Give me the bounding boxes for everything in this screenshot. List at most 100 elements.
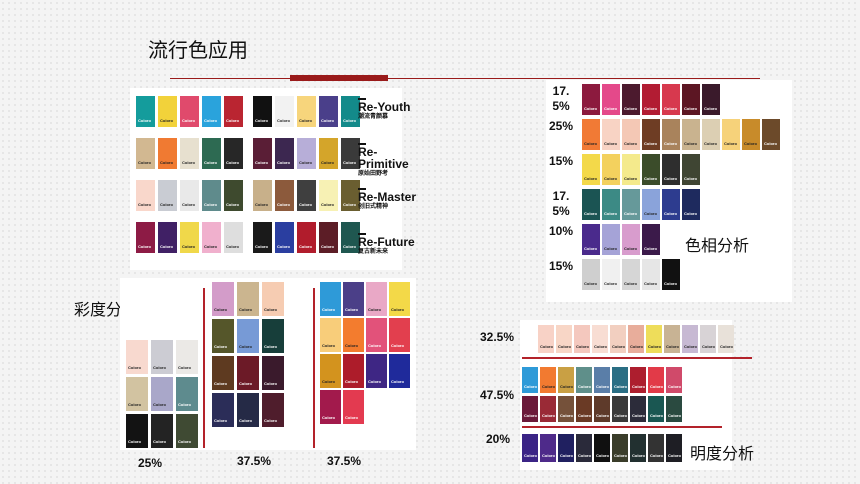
chip-brand-label: Coloro [391,307,404,312]
trend-color-chip: Coloro [224,96,243,127]
chip-brand-label: Coloro [182,160,195,165]
chip-brand-label: Coloro [624,106,637,111]
hue-color-chip: Coloro [582,84,600,115]
chip-brand-label: Coloro [128,402,141,407]
chip-brand-label: Coloro [704,141,717,146]
chip-brand-label: Coloro [612,344,625,349]
value-color-chip: Coloro [666,396,682,422]
chip-brand-label: Coloro [650,384,663,389]
chip-brand-label: Coloro [322,307,335,312]
chip-brand-label: Coloro [578,413,591,418]
value-group-mid: Coloro Coloro Coloro Coloro Coloro Coloro Colo… [522,367,682,422]
chip-brand-label: Coloro [702,344,715,349]
trend-color-chip: Coloro [253,180,272,211]
chip-brand-label: Coloro [744,141,757,146]
chip-brand-label: Coloro [255,202,268,207]
value-color-chip: Coloro [558,367,574,393]
chip-brand-label: Coloro [204,160,217,165]
hue-color-chip: Coloro [662,154,680,185]
trend-palette-row: Coloro Coloro Coloro Coloro Coloro Coloro Colo… [136,138,360,169]
value-pct-dark: 20% [486,432,511,446]
trend-palette-row: Coloro Coloro Coloro Coloro Coloro Coloro Colo… [136,222,360,253]
chip-brand-label: Coloro [668,453,681,458]
chip-brand-label: Coloro [604,176,617,181]
chip-brand-label: Coloro [596,384,609,389]
chip-brand-label: Coloro [178,402,191,407]
saturation-color-chip: Coloro [151,340,173,374]
saturation-color-chip: Coloro [176,414,198,448]
value-color-chip: Coloro [648,367,664,393]
chip-brand-label: Coloro [596,413,609,418]
chip-brand-label: Coloro [322,343,335,348]
trend-color-chip: Coloro [224,138,243,169]
chip-brand-label: Coloro [178,439,191,444]
hue-color-chip: Coloro [622,119,640,150]
chip-brand-label: Coloro [321,160,334,165]
hue-pct-column: 17.5% 25% 15% 17.5% 10% 15% [544,84,578,294]
chip-brand-label: Coloro [650,453,663,458]
chip-brand-label: Coloro [264,418,277,423]
hue-color-chip: Coloro [722,119,740,150]
chip-brand-label: Coloro [226,160,239,165]
saturation-color-chip: Coloro [176,377,198,411]
trend-color-chip: Coloro [253,222,272,253]
chip-brand-label: Coloro [204,244,217,249]
hue-color-chip: Coloro [702,84,720,115]
chip-brand-label: Coloro [644,106,657,111]
chip-brand-label: Coloro [584,106,597,111]
value-color-chip: Coloro [594,367,610,393]
value-color-chip: Coloro [628,325,644,353]
saturation-color-chip: Coloro [343,390,364,424]
hue-pct-label: 17.5% [552,189,570,218]
chip-brand-label: Coloro [524,384,537,389]
trend-color-chip: Coloro [275,180,294,211]
hue-color-chip: Coloro [642,154,660,185]
trend-color-chip: Coloro [297,138,316,169]
chip-brand-label: Coloro [540,344,553,349]
trend-color-chip: Coloro [341,222,360,253]
chip-brand-label: Coloro [664,176,677,181]
value-group-dark: Coloro Coloro Coloro Coloro Coloro Coloro Colo… [522,434,682,462]
value-color-chip: Coloro [576,434,592,462]
chip-brand-label: Coloro [343,202,356,207]
value-color-chip: Coloro [648,396,664,422]
saturation-color-chip: Coloro [343,354,364,388]
saturation-color-chip: Coloro [212,282,234,316]
hue-palette-row: Coloro Coloro Coloro Coloro Coloro Coloro Colo… [582,119,780,150]
chip-brand-label: Coloro [128,365,141,370]
saturation-color-chip: Coloro [262,319,284,353]
chip-brand-label: Coloro [644,211,657,216]
chip-brand-label: Coloro [624,246,637,251]
hue-color-chip: Coloro [602,189,620,220]
legend-re-primitive: Re-Primitive 原始田野考 [358,143,409,177]
saturation-pct-low: 25% [138,456,163,470]
trend-color-chip: Coloro [275,96,294,127]
hue-color-chip: Coloro [582,259,600,290]
hue-palette-row: Coloro Coloro Coloro Coloro Coloro Coloro Colo… [582,84,780,115]
chip-brand-label: Coloro [153,365,166,370]
saturation-group-low: Coloro Coloro Coloro Coloro Coloro Coloro Colo… [126,340,198,448]
value-color-chip: Coloro [718,325,734,353]
chip-brand-label: Coloro [594,344,607,349]
value-color-chip: Coloro [522,434,538,462]
chip-brand-label: Coloro [204,118,217,123]
hue-color-chip: Coloro [682,154,700,185]
chip-brand-label: Coloro [632,384,645,389]
chip-brand-label: Coloro [255,244,268,249]
hue-color-chip: Coloro [602,154,620,185]
chip-brand-label: Coloro [178,365,191,370]
hue-color-chip: Coloro [582,189,600,220]
chip-brand-label: Coloro [128,439,141,444]
chip-brand-label: Coloro [644,176,657,181]
chip-brand-label: Coloro [345,415,358,420]
chip-brand-label: Coloro [668,384,681,389]
trend-color-chip: Coloro [341,180,360,211]
chip-brand-label: Coloro [277,202,290,207]
chip-brand-label: Coloro [160,160,173,165]
chip-brand-label: Coloro [624,141,637,146]
chip-brand-label: Coloro [624,211,637,216]
saturation-divider-2 [313,288,315,448]
trend-color-chip: Coloro [202,222,221,253]
value-color-chip: Coloro [558,434,574,462]
trend-color-chip: Coloro [180,180,199,211]
